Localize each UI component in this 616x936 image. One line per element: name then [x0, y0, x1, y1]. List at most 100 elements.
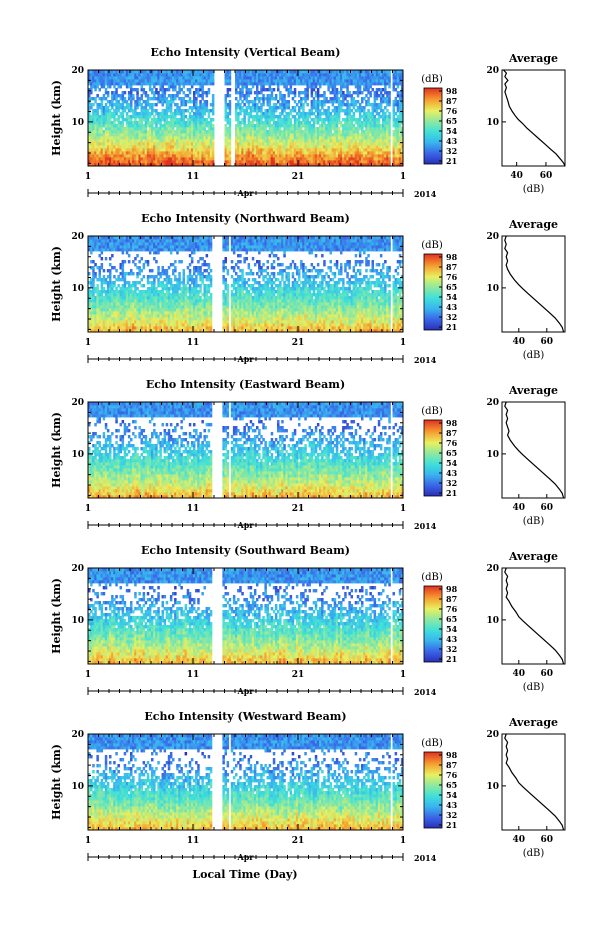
heatmap-cell [323, 91, 326, 94]
heatmap-cell [302, 103, 305, 106]
colorbar-tick-label: 32 [446, 146, 457, 156]
heatmap-cell [92, 293, 95, 296]
heatmap-cell [353, 124, 356, 127]
heatmap-cell [109, 85, 112, 88]
heatmap-cell [201, 85, 204, 88]
heatmap-cell [101, 263, 104, 266]
heatmap-cell [332, 103, 335, 106]
heatmap-cell [277, 100, 280, 103]
heatmap-cell [340, 121, 343, 124]
heatmap-cell [164, 91, 167, 94]
heatmap-cell [252, 85, 255, 88]
heatmap-cell [315, 85, 318, 88]
heatmap-cell [388, 145, 391, 148]
heatmap-cell [149, 115, 152, 118]
heatmap-cell [338, 97, 341, 100]
heatmap-cell [229, 139, 232, 142]
heatmap-cell [384, 106, 387, 109]
heatmap-cell [113, 115, 116, 118]
heatmap-cell [141, 278, 144, 281]
average-y-tick-label: 10 [486, 118, 499, 128]
heatmap-cell [359, 88, 362, 91]
heatmap-cell [229, 118, 232, 121]
year-label: 2014 [414, 189, 437, 199]
heatmap-cell [138, 281, 141, 284]
heatmap-cell [269, 100, 272, 103]
heatmap-cell [191, 85, 194, 88]
heatmap-cell [136, 275, 139, 278]
heatmap-cell [273, 118, 276, 121]
heatmap-cell [96, 284, 99, 287]
heatmap-cell [134, 284, 137, 287]
heatmap-cell [294, 115, 297, 118]
heatmap-cell [397, 85, 400, 88]
heatmap-cell [174, 88, 177, 91]
heatmap-cell [229, 112, 232, 115]
heatmap-cell [384, 112, 387, 115]
heatmap-cell [348, 106, 351, 109]
heatmap-cell [117, 275, 120, 278]
heatmap-cell [122, 269, 125, 272]
heatmap-cell [342, 100, 345, 103]
heatmap-cell [306, 118, 309, 121]
average-y-tick-label: 20 [486, 66, 499, 76]
heatmap-cell [189, 91, 192, 94]
heatmap-cell [279, 91, 282, 94]
heatmap-cell [254, 100, 257, 103]
heatmap-cell [141, 85, 144, 88]
heatmap-cell [124, 91, 127, 94]
heatmap-cell [149, 85, 152, 88]
heatmap-cell [143, 88, 146, 91]
heatmap-cell [260, 109, 263, 112]
heatmap-cell [340, 106, 343, 109]
heatmap-cell [355, 103, 358, 106]
average-x-tick-label: 40 [510, 171, 523, 181]
heatmap-cell [281, 112, 284, 115]
heatmap-cell [260, 91, 263, 94]
heatmap-cell [94, 88, 97, 91]
average-profile-line [504, 70, 566, 166]
heatmap-cell [229, 103, 232, 106]
heatmap-cell [243, 103, 246, 106]
heatmap-cell [241, 106, 244, 109]
heatmap-cell [294, 106, 297, 109]
heatmap-cell [388, 118, 391, 121]
heatmap-cell [357, 100, 360, 103]
heatmap-cell [212, 127, 215, 130]
heatmap-cell [189, 97, 192, 100]
panels: Echo Intensity (Vertical Beam)1020Height… [50, 46, 565, 863]
heatmap-cell [189, 112, 192, 115]
heatmap-cell [338, 112, 341, 115]
heatmap-cell [212, 109, 215, 112]
heatmap-cell [367, 109, 370, 112]
heatmap-cell [94, 263, 97, 266]
heatmap-cell [180, 88, 183, 91]
heatmap-cell [248, 103, 251, 106]
heatmap-cell [151, 112, 154, 115]
heatmap-cell [243, 115, 246, 118]
heatmap-cell [256, 88, 259, 91]
heatmap-cell [212, 76, 215, 79]
heatmap-cell [212, 124, 215, 127]
heatmap-cell [225, 109, 228, 112]
heatmap-cell [229, 133, 232, 136]
heatmap-cell [323, 103, 326, 106]
heatmap-cell [212, 82, 215, 85]
heatmap-cell [386, 109, 389, 112]
heatmap-cell [212, 154, 215, 157]
heatmap-cell [317, 91, 320, 94]
heatmap-cell [92, 260, 95, 263]
heatmap-cell [311, 94, 314, 97]
heatmap-cell [306, 97, 309, 100]
heatmap-cell [92, 103, 95, 106]
heatmap-cell [132, 272, 135, 275]
heatmap-cell [363, 97, 366, 100]
colorbar-tick-label: 54 [446, 126, 458, 136]
heatmap-cell [388, 97, 391, 100]
heatmap-cell [346, 85, 349, 88]
heatmap-cell [288, 100, 291, 103]
heatmap-cell [208, 88, 211, 91]
heatmap-cell [275, 109, 278, 112]
heatmap-cell [107, 106, 110, 109]
heatmap-cell [313, 88, 316, 91]
